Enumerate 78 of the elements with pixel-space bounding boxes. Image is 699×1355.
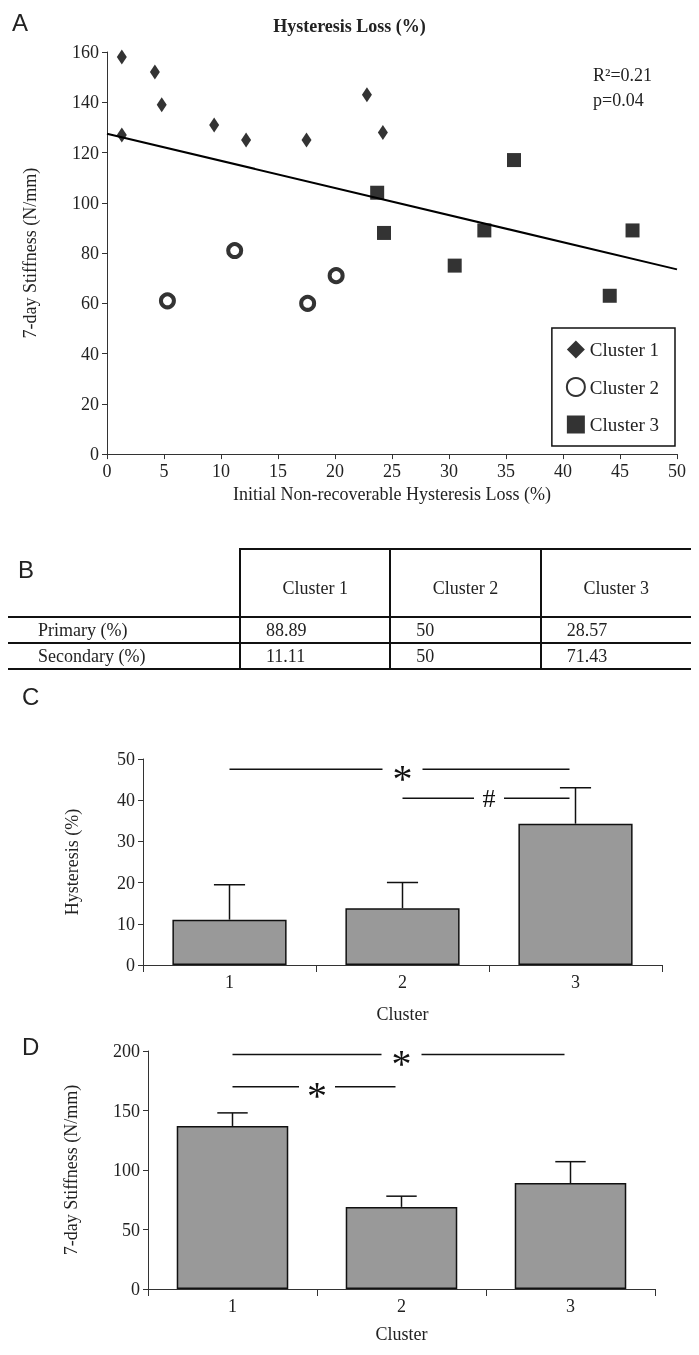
- text: 88.89: [266, 619, 307, 640]
- text: B: [18, 556, 35, 584]
- x-tick-label: 40: [554, 461, 572, 482]
- point: [327, 267, 345, 285]
- y-tick-label: 40: [81, 343, 99, 364]
- y-tick-label: 20: [81, 393, 99, 414]
- x-tick-label: 50: [668, 461, 686, 482]
- point: [299, 294, 317, 312]
- y-tick-label: 0: [131, 1279, 140, 1299]
- x-axis-title: Cluster: [376, 1004, 429, 1024]
- x-tick-label: 10: [212, 461, 230, 482]
- annotation: *: [391, 1040, 412, 1086]
- text: C: [22, 682, 40, 710]
- y-tick-label: 50: [117, 749, 135, 769]
- text: A: [12, 8, 29, 36]
- x-tick-label: 5: [159, 461, 169, 482]
- legend-label: Cluster 2: [589, 376, 660, 398]
- x-tick-label: 35: [497, 461, 515, 482]
- text: 11.11: [266, 645, 306, 666]
- x-tick-label: 2: [398, 972, 407, 992]
- y-tick-label: 0: [90, 444, 99, 465]
- text: 50: [416, 619, 435, 640]
- x-axis-title: Cluster: [375, 1324, 428, 1344]
- x-axis-title: Initial Non-recoverable Hysteresis Loss (%): [233, 484, 551, 505]
- point: [226, 242, 244, 260]
- text: D: [22, 1032, 40, 1060]
- y-axis-title: 7-day Stiffness (N/mm): [61, 1084, 82, 1256]
- x-tick-label: 1: [225, 972, 234, 992]
- x-tick-label: 2: [397, 1296, 406, 1316]
- y-tick-label: 40: [117, 790, 135, 811]
- category-label: Secondary (%): [38, 645, 146, 666]
- legend-label: Cluster 1: [589, 339, 660, 360]
- y-tick-label: 120: [72, 142, 99, 163]
- text: 71.43: [566, 645, 608, 666]
- point: [602, 288, 617, 303]
- point: [477, 223, 492, 238]
- y-tick-label: 50: [122, 1219, 140, 1240]
- point: [158, 292, 176, 310]
- x-tick-label: 30: [440, 461, 458, 482]
- category-label: Cluster 2: [390, 549, 541, 617]
- y-tick-label: 20: [117, 872, 135, 893]
- annotation: #: [482, 783, 496, 813]
- y-axis-title: Hysteresis (%): [62, 808, 83, 916]
- y-tick-label: 0: [126, 955, 135, 975]
- y-tick-label: 100: [113, 1160, 140, 1180]
- y-tick-label: 200: [113, 1041, 140, 1061]
- legend-label: Cluster 3: [589, 414, 660, 435]
- x-tick-label: 15: [269, 461, 287, 482]
- text: 50: [416, 645, 435, 666]
- y-tick-label: 30: [117, 831, 135, 852]
- x-tick-label: 25: [383, 461, 401, 482]
- y-tick-label: 80: [81, 243, 99, 264]
- y-tick-label: 150: [113, 1100, 140, 1121]
- point: [377, 225, 392, 240]
- text: 28.57: [566, 619, 608, 640]
- y-tick-label: 10: [117, 913, 135, 934]
- category-label: Cluster 3: [540, 549, 691, 617]
- annotation: *: [307, 1073, 327, 1118]
- x-tick-label: 1: [228, 1296, 237, 1316]
- point: [447, 258, 462, 273]
- x-tick-label: 3: [571, 972, 580, 992]
- point: [625, 223, 640, 238]
- chart-title: Hysteresis Loss (%): [273, 16, 426, 37]
- y-tick-label: 160: [72, 42, 99, 62]
- annotation: p=0.04: [593, 90, 644, 110]
- point: [370, 185, 385, 200]
- y-axis-title: 7-day Stiffness (N/mm): [20, 167, 41, 339]
- y-tick-label: 100: [72, 192, 99, 213]
- point: [506, 153, 521, 168]
- category-label: Cluster 1: [240, 549, 391, 617]
- annotation: *: [392, 755, 413, 801]
- category-label: Primary (%): [38, 619, 128, 640]
- y-tick-label: 140: [72, 92, 99, 113]
- y-tick-label: 60: [81, 293, 99, 314]
- x-tick-label: 20: [326, 461, 344, 482]
- x-tick-label: 3: [566, 1296, 575, 1316]
- x-tick-label: 45: [611, 461, 629, 482]
- annotation: R²=0.21: [593, 65, 653, 85]
